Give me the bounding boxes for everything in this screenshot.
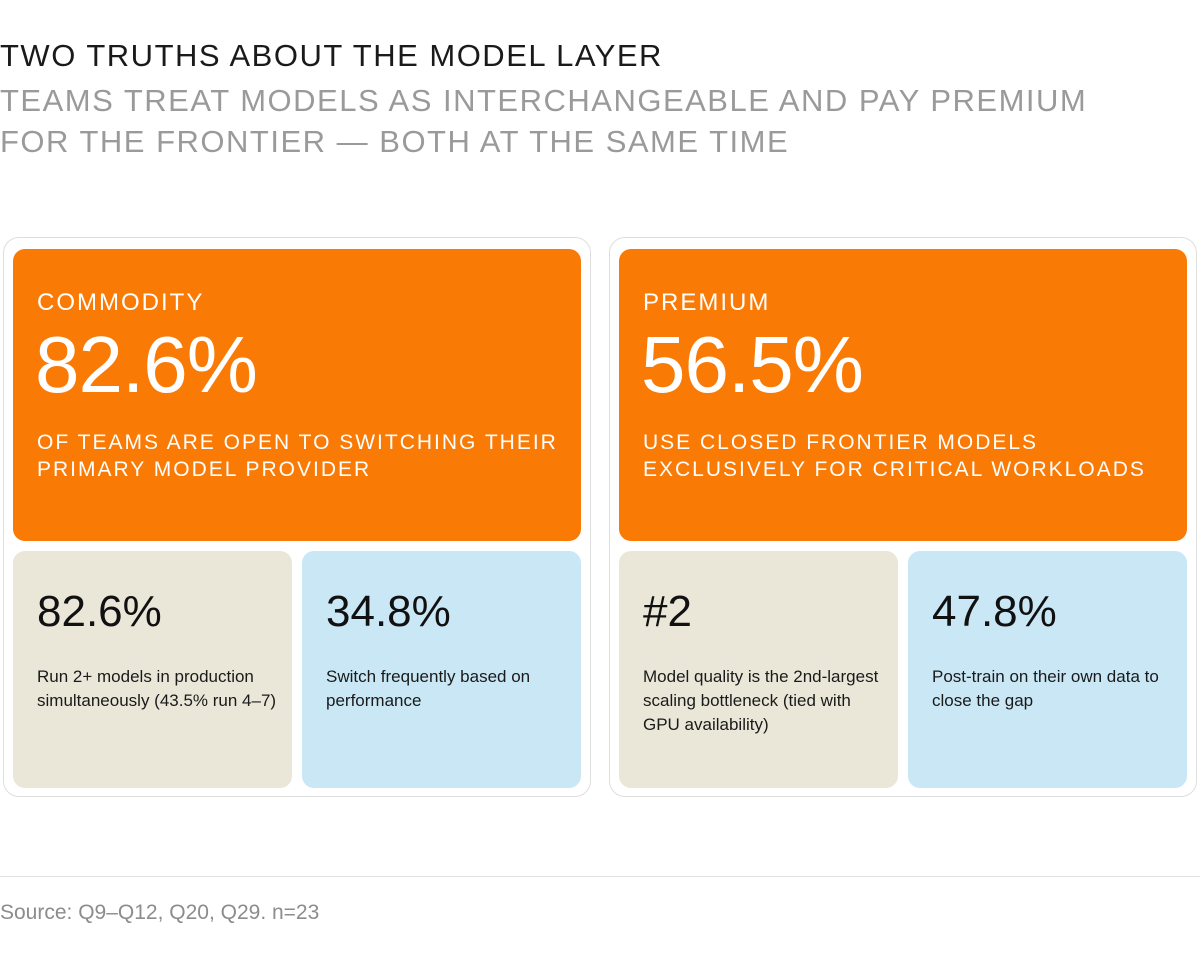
stat-value: #2 xyxy=(643,587,692,636)
stat-description: Model quality is the 2nd-largest scaling… xyxy=(643,667,879,734)
stat-value: 34.8% xyxy=(326,587,451,636)
footer-divider xyxy=(0,876,1200,877)
page-title: TWO TRUTHS ABOUT THE MODEL LAYER xyxy=(0,38,663,73)
premium-description: USE CLOSED FRONTIER MODELS EXCLUSIVELY F… xyxy=(643,431,1146,481)
stat-card-post-train: 47.8% Post-train on their own data to cl… xyxy=(908,551,1187,788)
premium-panel: PREMIUM 56.5% USE CLOSED FRONTIER MODELS… xyxy=(609,237,1197,797)
commodity-panel: COMMODITY 82.6% OF TEAMS ARE OPEN TO SWI… xyxy=(3,237,591,797)
stat-description: Switch frequently based on performance xyxy=(326,667,531,710)
commodity-hero-card: COMMODITY 82.6% OF TEAMS ARE OPEN TO SWI… xyxy=(13,249,581,541)
stat-description: Run 2+ models in production simultaneous… xyxy=(37,667,277,710)
commodity-description: OF TEAMS ARE OPEN TO SWITCHING THEIR PRI… xyxy=(37,431,558,481)
stat-card-switch-frequently: 34.8% Switch frequently based on perform… xyxy=(302,551,581,788)
stat-card-model-quality: #2 Model quality is the 2nd-largest scal… xyxy=(619,551,898,788)
stat-description: Post-train on their own data to close th… xyxy=(932,667,1159,710)
stat-card-multi-model: 82.6% Run 2+ models in production simult… xyxy=(13,551,292,788)
commodity-value: 82.6% xyxy=(35,320,258,409)
premium-label: PREMIUM xyxy=(643,289,771,316)
commodity-label: COMMODITY xyxy=(37,289,205,316)
premium-hero-card: PREMIUM 56.5% USE CLOSED FRONTIER MODELS… xyxy=(619,249,1187,541)
premium-value: 56.5% xyxy=(641,320,864,409)
source-note: Source: Q9–Q12, Q20, Q29. n=23 xyxy=(0,901,320,924)
stat-value: 47.8% xyxy=(932,587,1057,636)
stat-value: 82.6% xyxy=(37,587,162,636)
page-subtitle: TEAMS TREAT MODELS AS INTERCHANGEABLE AN… xyxy=(0,83,1088,159)
